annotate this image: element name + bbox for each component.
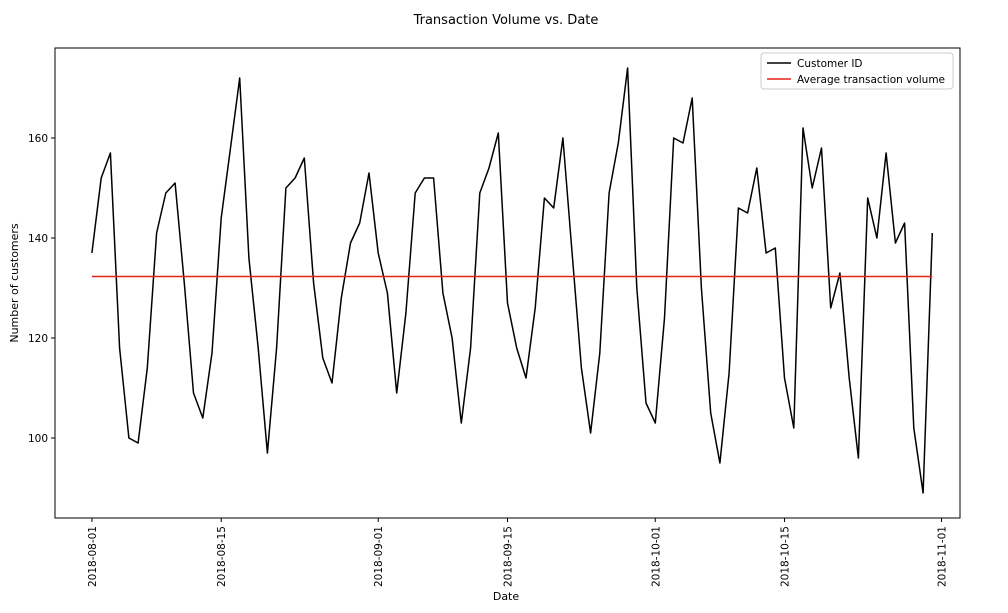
legend-box (760, 52, 954, 90)
x-tick-label: 2018-10-01 (650, 526, 662, 587)
x-tick-label: 2018-09-15 (503, 526, 515, 587)
legend-label: Average transaction volume (797, 74, 945, 86)
y-tick-label: 140 (28, 233, 48, 245)
legend: Customer ID Average transaction volume (760, 52, 954, 90)
x-tick-label: 2018-08-01 (87, 526, 99, 587)
y-tick-label: 160 (28, 133, 48, 145)
series-line-customer-id (91, 67, 934, 494)
y-tick-label: 100 (28, 433, 48, 445)
x-tick-label: 2018-09-01 (373, 526, 385, 587)
x-tick-label: 2018-11-01 (937, 526, 949, 587)
chart-title: Transaction Volume vs. Date (413, 13, 599, 28)
plot-area (55, 48, 960, 518)
x-tick-label: 2018-10-15 (780, 526, 792, 587)
y-tick-label: 120 (28, 333, 48, 345)
y-axis-label: Number of customers (8, 223, 21, 343)
x-tick-label: 2018-08-15 (216, 526, 228, 587)
x-axis-label: Date (493, 590, 520, 603)
legend-label: Customer ID (797, 58, 863, 70)
